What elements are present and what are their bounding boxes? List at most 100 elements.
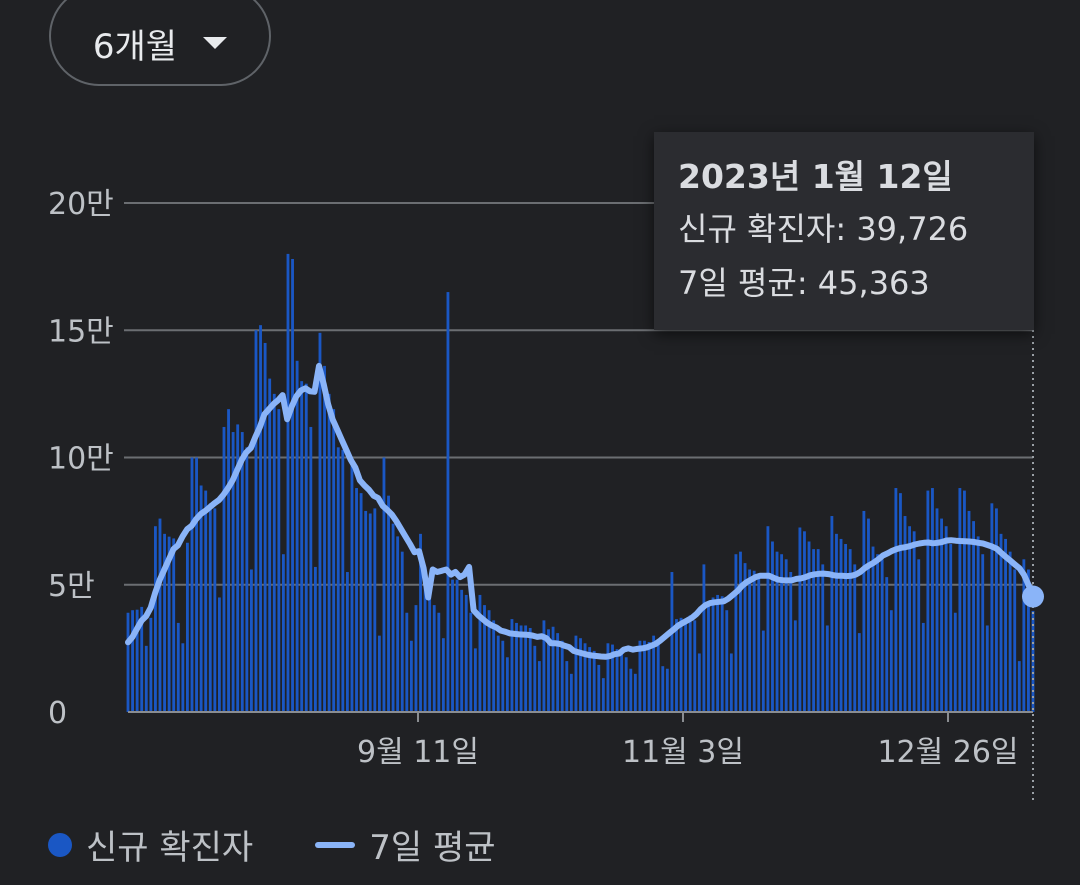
bar-new-cases[interactable] xyxy=(1017,661,1021,712)
bar-new-cases[interactable] xyxy=(707,602,710,712)
bar-new-cases[interactable] xyxy=(624,657,628,712)
bar-new-cases[interactable] xyxy=(473,648,477,712)
bar-new-cases[interactable] xyxy=(359,493,363,712)
bar-new-cases[interactable] xyxy=(661,666,665,712)
bar-new-cases[interactable] xyxy=(921,622,925,712)
bar-new-cases[interactable] xyxy=(615,649,619,712)
bar-new-cases[interactable] xyxy=(857,633,861,712)
bar-new-cases[interactable] xyxy=(135,609,139,712)
bar-new-cases[interactable] xyxy=(254,330,258,712)
bar-new-cases[interactable] xyxy=(647,642,651,712)
bar-new-cases[interactable] xyxy=(382,457,386,713)
bar-new-cases[interactable] xyxy=(894,488,898,712)
bar-new-cases[interactable] xyxy=(163,533,166,712)
bar-new-cases[interactable] xyxy=(876,554,880,712)
bar-new-cases[interactable] xyxy=(684,622,688,712)
bar-new-cases[interactable] xyxy=(720,596,724,712)
bar-new-cases[interactable] xyxy=(725,610,729,712)
bar-new-cases[interactable] xyxy=(702,564,706,712)
bar-new-cases[interactable] xyxy=(839,538,843,712)
bar-new-cases[interactable] xyxy=(579,638,582,712)
bar-new-cases[interactable] xyxy=(734,554,738,712)
bar-new-cases[interactable] xyxy=(281,554,285,712)
bar-new-cases[interactable] xyxy=(931,488,934,712)
bar-new-cases[interactable] xyxy=(323,365,326,712)
bar-new-cases[interactable] xyxy=(419,533,422,712)
bar-new-cases[interactable] xyxy=(903,516,907,712)
bar-new-cases[interactable] xyxy=(798,527,802,712)
bar-new-cases[interactable] xyxy=(844,544,848,712)
bar-new-cases[interactable] xyxy=(487,610,491,712)
bar-new-cases[interactable] xyxy=(885,577,889,712)
bar-new-cases[interactable] xyxy=(409,640,413,712)
bar-new-cases[interactable] xyxy=(633,673,637,712)
bar-new-cases[interactable] xyxy=(583,643,587,712)
bar-new-cases[interactable] xyxy=(908,526,912,712)
bar-new-cases[interactable] xyxy=(643,640,646,712)
bar-new-cases[interactable] xyxy=(688,615,692,712)
bar-new-cases[interactable] xyxy=(295,360,299,712)
bar-new-cases[interactable] xyxy=(958,488,962,712)
bar-new-cases[interactable] xyxy=(533,645,537,712)
bar-new-cases[interactable] xyxy=(455,579,459,712)
bar-new-cases[interactable] xyxy=(537,661,541,712)
bar-new-cases[interactable] xyxy=(588,647,592,712)
bar-new-cases[interactable] xyxy=(1004,538,1007,712)
bar-new-cases[interactable] xyxy=(771,541,774,712)
bar-new-cases[interactable] xyxy=(1013,569,1017,712)
bar-new-cases[interactable] xyxy=(149,617,153,712)
bar-new-cases[interactable] xyxy=(451,579,454,712)
bar-new-cases[interactable] xyxy=(761,630,765,712)
bar-new-cases[interactable] xyxy=(240,432,244,712)
bar-new-cases[interactable] xyxy=(629,668,633,712)
bar-new-cases[interactable] xyxy=(995,508,998,712)
bar-new-cases[interactable] xyxy=(496,635,500,712)
bar-new-cases[interactable] xyxy=(483,605,486,712)
bar-new-cases[interactable] xyxy=(199,485,203,712)
bar-new-cases[interactable] xyxy=(729,653,733,712)
bar-new-cases[interactable] xyxy=(935,508,939,712)
bar-new-cases[interactable] xyxy=(606,643,610,712)
bar-new-cases[interactable] xyxy=(144,645,148,712)
bar-new-cases[interactable] xyxy=(350,460,354,712)
bar-new-cases[interactable] xyxy=(853,564,857,712)
bar-new-cases[interactable] xyxy=(208,503,212,712)
bar-new-cases[interactable] xyxy=(812,549,816,712)
bar-new-cases[interactable] xyxy=(437,612,441,712)
bar-new-cases[interactable] xyxy=(784,559,788,712)
legend-item-new-cases[interactable]: 신규 확진자 xyxy=(48,820,253,869)
bar-new-cases[interactable] xyxy=(871,546,875,712)
bar-new-cases[interactable] xyxy=(249,569,253,712)
bar-new-cases[interactable] xyxy=(336,447,340,712)
bar-new-cases[interactable] xyxy=(213,508,217,712)
bar-new-cases[interactable] xyxy=(286,253,290,712)
bar-new-cases[interactable] xyxy=(807,541,811,712)
bar-new-cases[interactable] xyxy=(976,536,980,712)
bar-new-cases[interactable] xyxy=(464,594,468,712)
bar-new-cases[interactable] xyxy=(551,626,555,712)
bar-new-cases[interactable] xyxy=(743,563,747,712)
bar-new-cases[interactable] xyxy=(377,635,381,712)
bar-new-cases[interactable] xyxy=(364,510,368,712)
bar-new-cases[interactable] xyxy=(268,378,272,712)
bar-new-cases[interactable] xyxy=(656,642,660,712)
bar-new-cases[interactable] xyxy=(510,619,514,712)
bar-new-cases[interactable] xyxy=(679,617,683,712)
bar-new-cases[interactable] xyxy=(272,393,276,712)
bar-new-cases[interactable] xyxy=(665,668,669,712)
bar-new-cases[interactable] xyxy=(217,597,221,712)
bar-new-cases[interactable] xyxy=(592,650,596,712)
bar-new-cases[interactable] xyxy=(985,625,989,712)
bar-new-cases[interactable] xyxy=(396,536,400,712)
bar-new-cases[interactable] xyxy=(263,342,267,712)
bar-new-cases[interactable] xyxy=(867,518,870,712)
bar-new-cases[interactable] xyxy=(542,620,546,712)
bar-new-cases[interactable] xyxy=(158,518,162,712)
bar-new-cases[interactable] xyxy=(176,622,180,712)
bar-new-cases[interactable] xyxy=(355,488,358,712)
bar-new-cases[interactable] xyxy=(167,536,171,712)
bar-new-cases[interactable] xyxy=(652,635,656,712)
bar-new-cases[interactable] xyxy=(313,566,317,712)
bar-new-cases[interactable] xyxy=(195,457,198,713)
bar-new-cases[interactable] xyxy=(944,526,948,712)
